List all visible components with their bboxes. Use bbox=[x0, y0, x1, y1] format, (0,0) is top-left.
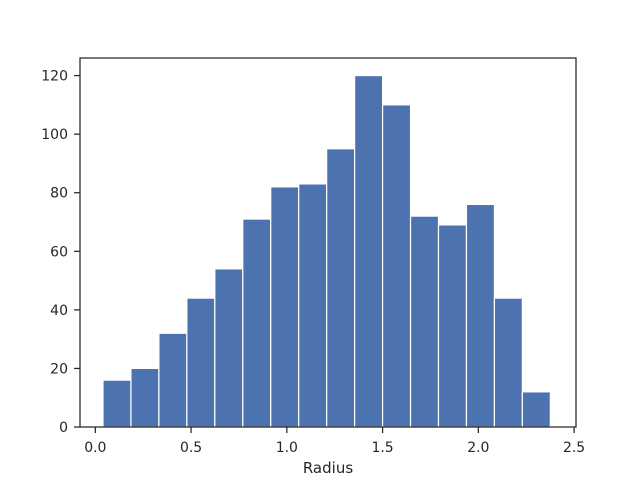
histogram-bar bbox=[437, 224, 468, 428]
bars-group bbox=[102, 74, 551, 428]
y-tick-label: 80 bbox=[50, 186, 68, 202]
x-tick-label: 2.5 bbox=[563, 440, 585, 456]
x-tick-label: 2.0 bbox=[467, 440, 489, 456]
y-tick-label: 0 bbox=[59, 420, 68, 436]
histogram-bar bbox=[326, 148, 356, 428]
x-tick-label: 0.5 bbox=[180, 440, 202, 456]
histogram-bar bbox=[158, 332, 188, 428]
histogram-bar bbox=[521, 391, 551, 428]
histogram-bar bbox=[493, 297, 523, 428]
histogram-bar bbox=[186, 297, 216, 428]
histogram-bar bbox=[242, 218, 272, 428]
x-axis-ticks: 0.0 0.5 1.0 1.5 2.0 2.5 bbox=[84, 427, 585, 456]
x-tick-label: 0.0 bbox=[84, 440, 106, 456]
histogram-bar bbox=[270, 186, 300, 428]
y-tick-label: 20 bbox=[50, 361, 68, 377]
x-tick-label: 1.0 bbox=[276, 440, 298, 456]
histogram-bar bbox=[354, 74, 384, 428]
histogram-bar bbox=[298, 183, 328, 428]
plot-frame bbox=[79, 57, 577, 428]
histogram-bar bbox=[381, 104, 412, 428]
histogram-bar bbox=[214, 268, 244, 428]
histogram-bar bbox=[130, 367, 160, 428]
histogram-bar bbox=[409, 215, 440, 428]
x-axis-label: Radius bbox=[303, 459, 353, 477]
y-tick-label: 60 bbox=[50, 244, 68, 260]
y-axis-ticks: 0 20 40 60 80 100 120 bbox=[41, 69, 80, 436]
y-tick-label: 120 bbox=[41, 69, 68, 85]
y-tick-label: 100 bbox=[41, 127, 68, 143]
y-tick-label: 40 bbox=[50, 303, 68, 319]
histogram-bar bbox=[465, 203, 496, 428]
x-tick-label: 1.5 bbox=[371, 440, 393, 456]
histogram-bar bbox=[102, 379, 132, 428]
